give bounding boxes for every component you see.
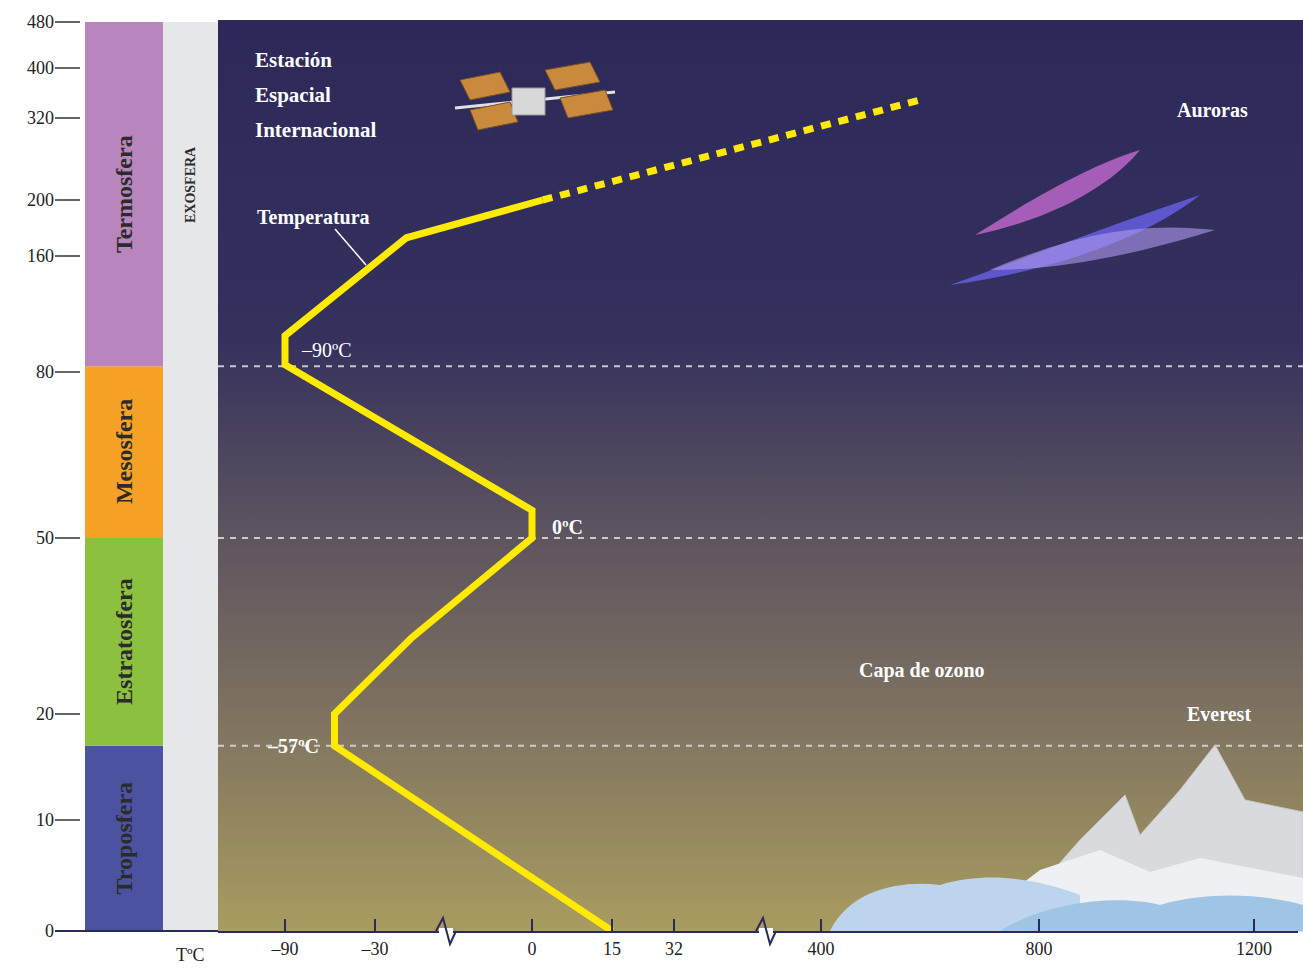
svg-text:Mesosfera: Mesosfera xyxy=(111,399,137,504)
svg-text:Internacional: Internacional xyxy=(255,118,377,142)
svg-text:Everest: Everest xyxy=(1187,703,1251,725)
svg-text:–30: –30 xyxy=(361,939,389,959)
svg-text:Auroras: Auroras xyxy=(1177,99,1248,121)
svg-text:800: 800 xyxy=(1026,939,1053,959)
svg-text:200: 200 xyxy=(27,190,54,210)
svg-text:–90: –90 xyxy=(271,939,299,959)
svg-text:EXOSFERA: EXOSFERA xyxy=(183,146,198,223)
svg-text:50: 50 xyxy=(36,528,54,548)
svg-text:32: 32 xyxy=(665,939,683,959)
svg-text:20: 20 xyxy=(36,704,54,724)
svg-text:0ºC: 0ºC xyxy=(552,516,583,538)
svg-text:TºC: TºC xyxy=(176,945,205,965)
svg-text:Troposfera: Troposfera xyxy=(111,782,137,894)
svg-text:400: 400 xyxy=(808,939,835,959)
svg-text:160: 160 xyxy=(27,246,54,266)
svg-text:15: 15 xyxy=(603,939,621,959)
svg-text:80: 80 xyxy=(36,362,54,382)
svg-text:0: 0 xyxy=(45,921,54,941)
svg-text:480: 480 xyxy=(27,12,54,32)
svg-text:Temperatura: Temperatura xyxy=(257,206,370,229)
svg-text:Termosfera: Termosfera xyxy=(111,135,137,253)
svg-text:–57ºC: –57ºC xyxy=(267,735,319,757)
svg-text:10: 10 xyxy=(36,810,54,830)
svg-text:–90ºC: –90ºC xyxy=(301,339,352,361)
svg-text:Espacial: Espacial xyxy=(255,83,331,107)
svg-text:320: 320 xyxy=(27,108,54,128)
svg-text:0: 0 xyxy=(528,939,537,959)
svg-text:Estratosfera: Estratosfera xyxy=(111,578,137,705)
svg-text:Estación: Estación xyxy=(255,48,332,72)
svg-text:400: 400 xyxy=(27,58,54,78)
svg-text:1200: 1200 xyxy=(1236,939,1272,959)
svg-text:Capa de ozono: Capa de ozono xyxy=(859,659,985,682)
